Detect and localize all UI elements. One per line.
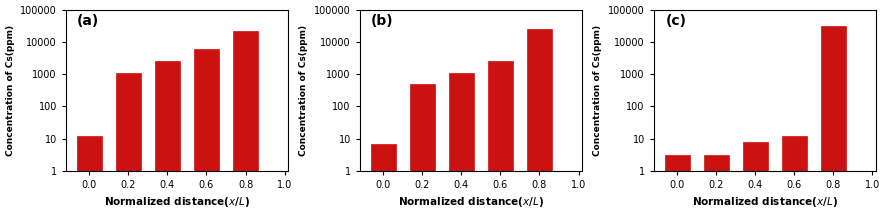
- Bar: [233, 31, 258, 215]
- Bar: [664, 155, 690, 215]
- Text: (c): (c): [665, 14, 687, 28]
- Bar: [194, 49, 219, 215]
- Y-axis label: Concentration of Cs(ppm): Concentration of Cs(ppm): [299, 25, 308, 156]
- Text: (a): (a): [77, 14, 99, 28]
- Bar: [781, 136, 807, 215]
- X-axis label: Normalized distance($x$/$L$): Normalized distance($x$/$L$): [105, 195, 250, 209]
- Bar: [820, 26, 846, 215]
- Bar: [370, 144, 396, 215]
- Y-axis label: Concentration of Cs(ppm): Concentration of Cs(ppm): [594, 25, 602, 156]
- Text: (b): (b): [370, 14, 393, 28]
- Bar: [409, 84, 435, 215]
- Bar: [487, 61, 513, 215]
- Bar: [703, 155, 729, 215]
- X-axis label: Normalized distance($x$/$L$): Normalized distance($x$/$L$): [692, 195, 838, 209]
- Bar: [155, 61, 180, 215]
- Bar: [76, 136, 102, 215]
- Bar: [448, 73, 474, 215]
- Bar: [742, 142, 768, 215]
- Bar: [527, 29, 552, 215]
- Y-axis label: Concentration of Cs(ppm): Concentration of Cs(ppm): [5, 25, 14, 156]
- X-axis label: Normalized distance($x$/$L$): Normalized distance($x$/$L$): [398, 195, 544, 209]
- Bar: [116, 73, 141, 215]
